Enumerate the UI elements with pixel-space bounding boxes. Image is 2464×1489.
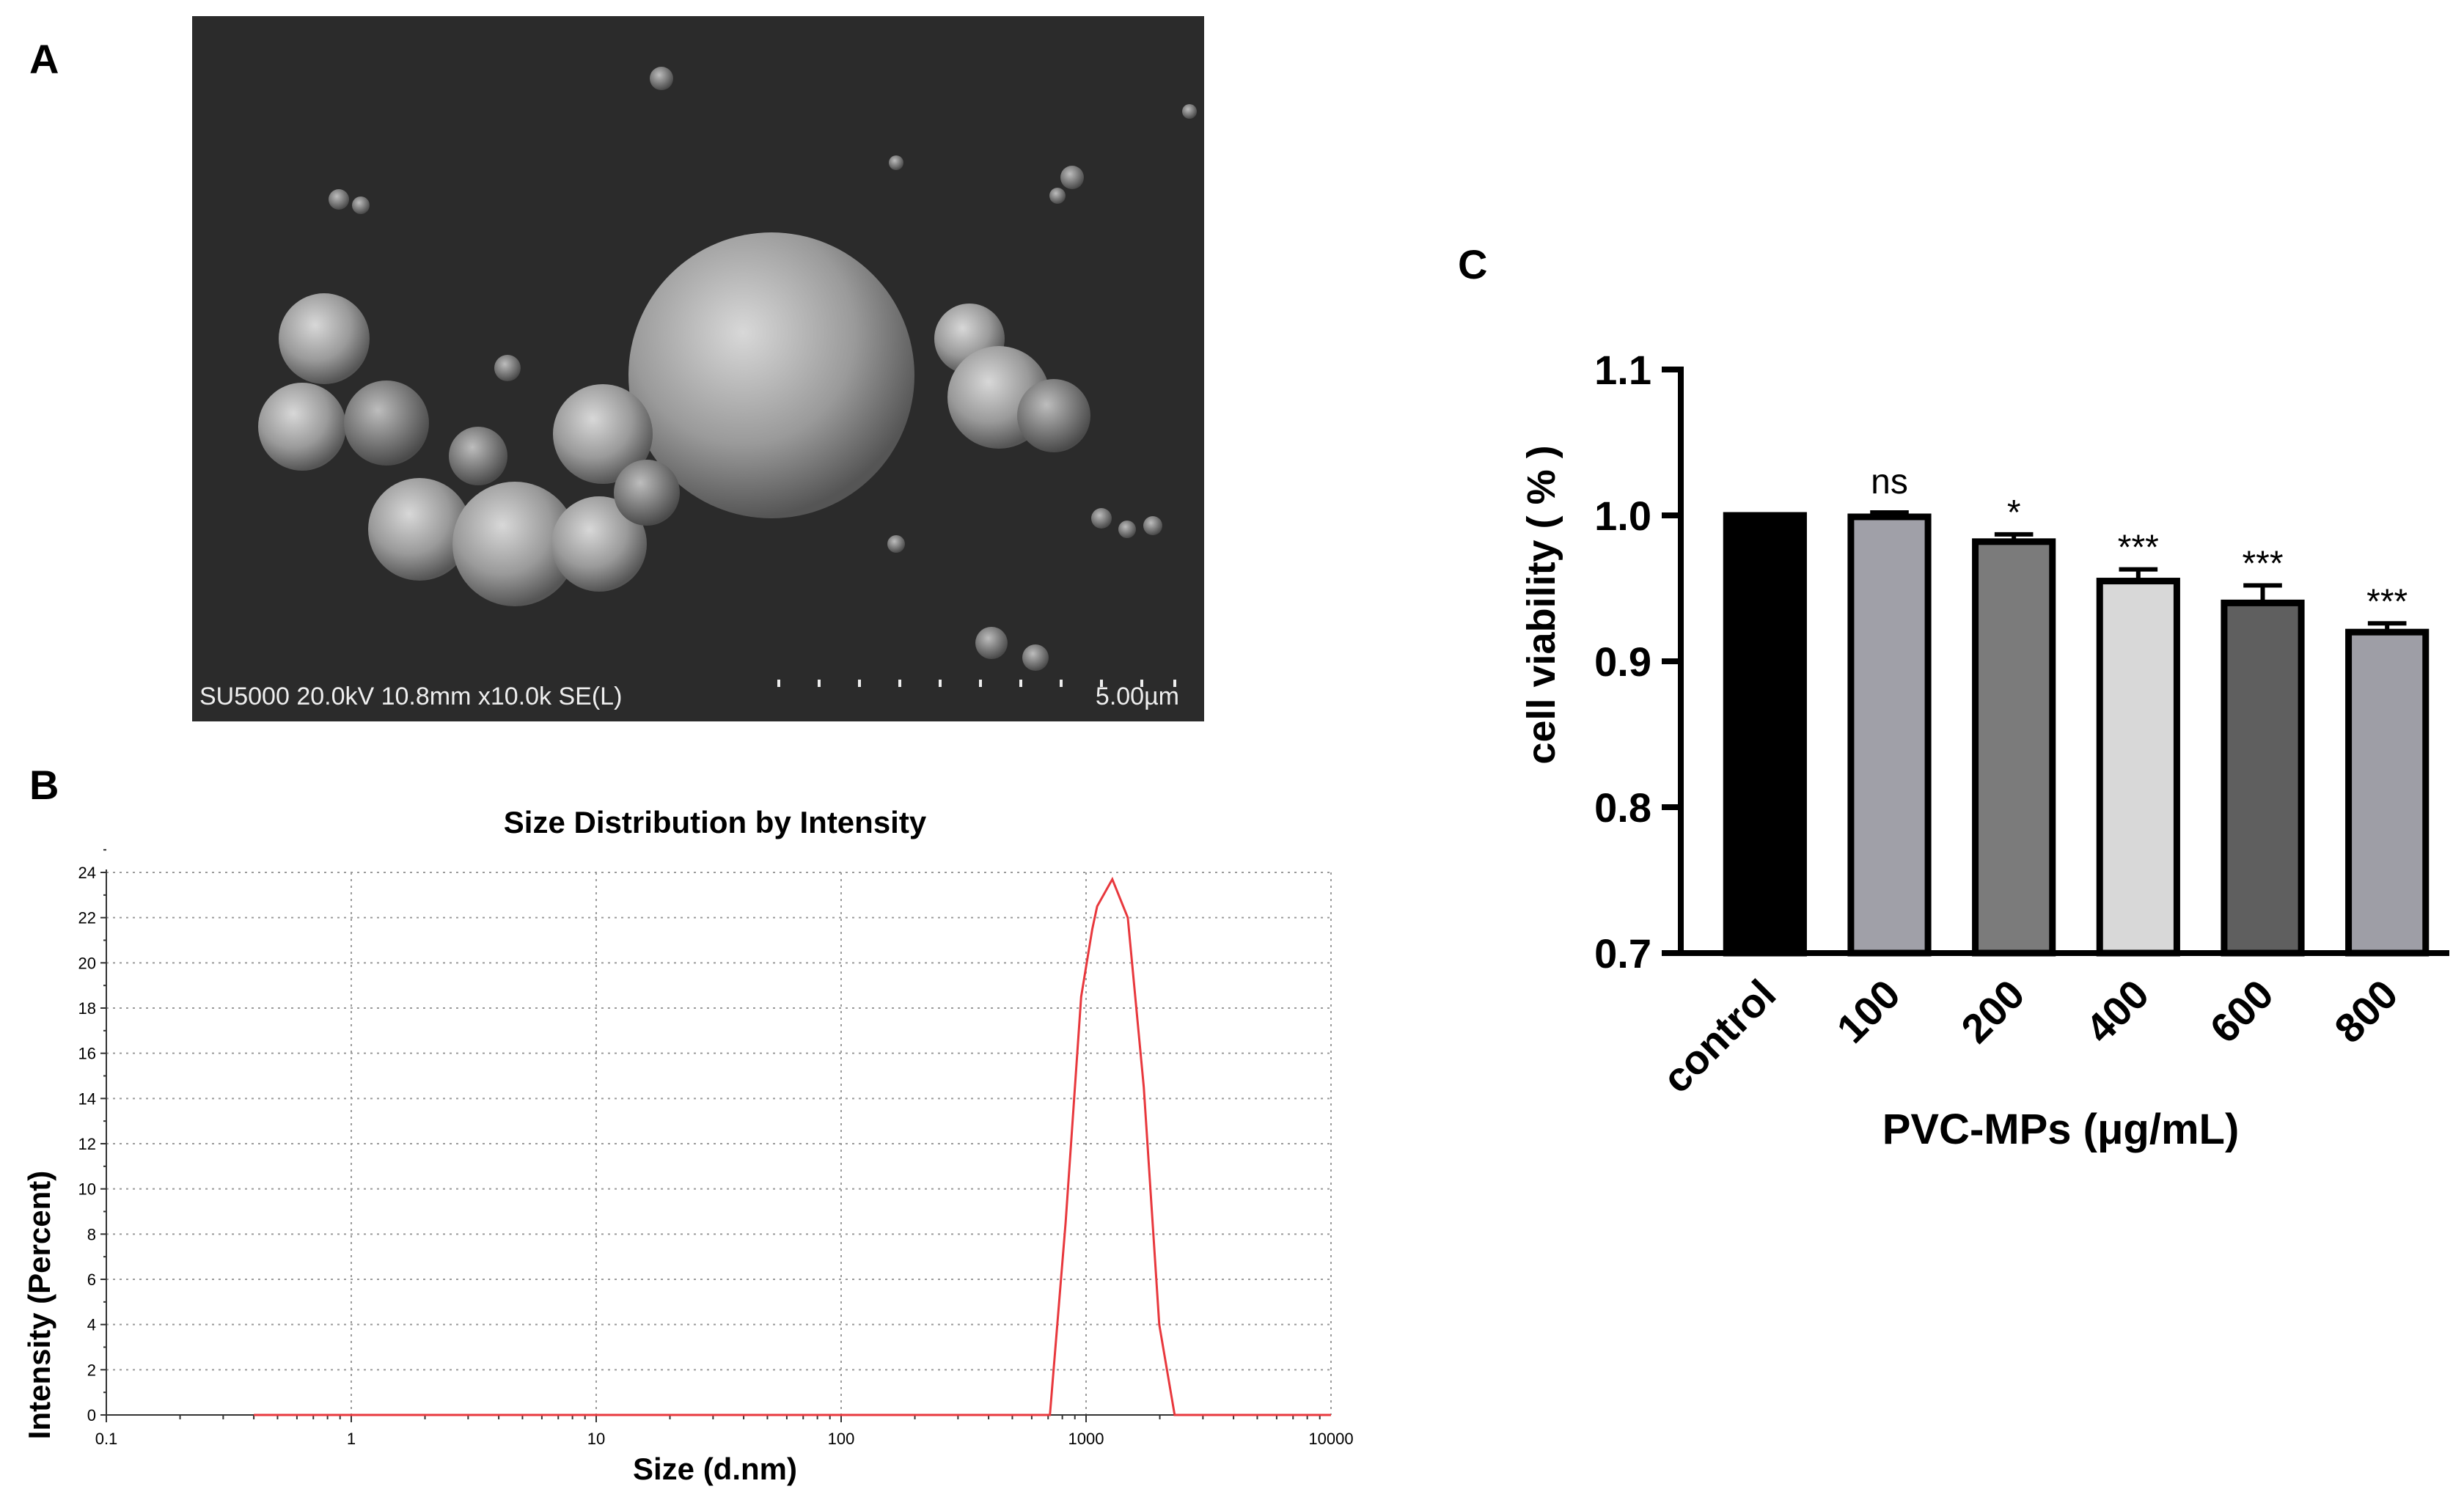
y-tick-label: 18 xyxy=(78,999,96,1018)
y-axis-ticks: 0.7 0.8 0.9 1.0 1.1 xyxy=(1594,347,1681,977)
y-axis-label: cell viability ( % ) xyxy=(1519,445,1563,764)
x-tick-label: 10 xyxy=(587,1430,605,1448)
significance-label-800: *** xyxy=(2366,582,2408,621)
x-tick-label-control: control xyxy=(1654,971,1785,1102)
y-tick-label: 8 xyxy=(87,1225,96,1243)
significance-label-200: * xyxy=(2007,493,2021,532)
y-tick-label: 1.1 xyxy=(1594,347,1651,393)
y-axis-label: Intensity (Percent) xyxy=(22,1171,56,1439)
bar-200 xyxy=(1972,538,2056,957)
x-tick-label-600: 600 xyxy=(2201,971,2282,1052)
panel-b-label: B xyxy=(29,762,59,808)
sem-micrograph: SU5000 20.0kV 10.8mm x10.0k SE(L) 5.00µm xyxy=(192,16,1204,721)
panel-a-label: A xyxy=(29,36,59,82)
sem-particles-image xyxy=(258,67,1197,687)
chart-title: Size Distribution by Intensity xyxy=(504,805,927,839)
y-tick-label: 16 xyxy=(78,1045,96,1063)
x-tick-label: 1000 xyxy=(1068,1430,1104,1448)
bar-400 xyxy=(2096,578,2180,957)
y-tick-label: 20 xyxy=(78,954,96,972)
sem-info-caption: SU5000 20.0kV 10.8mm x10.0k SE(L) xyxy=(199,683,623,710)
x-axis-label: PVC-MPs (μg/mL) xyxy=(1882,1106,2240,1153)
x-tick-label-200: 200 xyxy=(1952,971,2034,1052)
significance-label-400: *** xyxy=(2118,529,2159,567)
x-axis-label: Size (d.nm) xyxy=(633,1452,797,1486)
y-tick-label: 2 xyxy=(87,1361,96,1379)
y-tick-label: 0.7 xyxy=(1594,930,1651,977)
chart-grid xyxy=(106,872,1332,1415)
intensity-series-line xyxy=(254,876,1331,1416)
y-tick-label: 0.9 xyxy=(1594,639,1651,685)
y-tick-label: 1.0 xyxy=(1594,493,1651,539)
size-distribution-chart: Size Distribution by Intensity 0.1 1 10 100… xyxy=(22,805,1354,1486)
bars xyxy=(1723,512,2430,957)
y-tick-label: 10 xyxy=(78,1180,96,1199)
sem-scale-label: 5.00µm xyxy=(1095,683,1179,710)
x-tick-label-400: 400 xyxy=(2077,971,2158,1052)
y-tick-label: 0.8 xyxy=(1594,784,1651,831)
significance-label-100: ns xyxy=(1871,463,1908,501)
chart-axes xyxy=(1678,367,2449,956)
y-tick-label: 14 xyxy=(78,1089,96,1108)
y-tick-label: 0 xyxy=(87,1406,96,1424)
y-tick-label: 22 xyxy=(78,909,96,927)
significance-labels: ns**** ****** xyxy=(1871,463,2408,621)
x-tick-label: 10000 xyxy=(1308,1430,1353,1448)
bar-600 xyxy=(2221,599,2305,957)
y-tick-label: 4 xyxy=(87,1316,96,1334)
bar-800 xyxy=(2345,628,2430,957)
x-tick-label: 1 xyxy=(347,1430,356,1448)
x-tick-label-100: 100 xyxy=(1827,971,1909,1052)
bar-100 xyxy=(1847,513,1932,957)
x-tick-labels: control 100 200 400 600 800 xyxy=(1654,971,2407,1102)
significance-label-600: *** xyxy=(2242,545,2283,584)
x-tick-label: 100 xyxy=(828,1430,855,1448)
y-tick-label: 12 xyxy=(78,1135,96,1153)
x-tick-label-800: 800 xyxy=(2325,971,2407,1052)
y-tick-label: 6 xyxy=(87,1271,96,1289)
x-tick-label: 0.1 xyxy=(95,1430,118,1448)
error-bars xyxy=(1870,510,2407,633)
x-tick-labels: 0.1 1 10 100 1000 10000 xyxy=(95,1430,1354,1448)
panel-c-label: C xyxy=(1458,241,1488,287)
y-tick-label: 24 xyxy=(78,864,96,882)
bar-control xyxy=(1723,512,1807,957)
cell-viability-chart: 0.70.80.91.01.1 ns**** ****** control 100 2… xyxy=(1519,347,2449,1153)
